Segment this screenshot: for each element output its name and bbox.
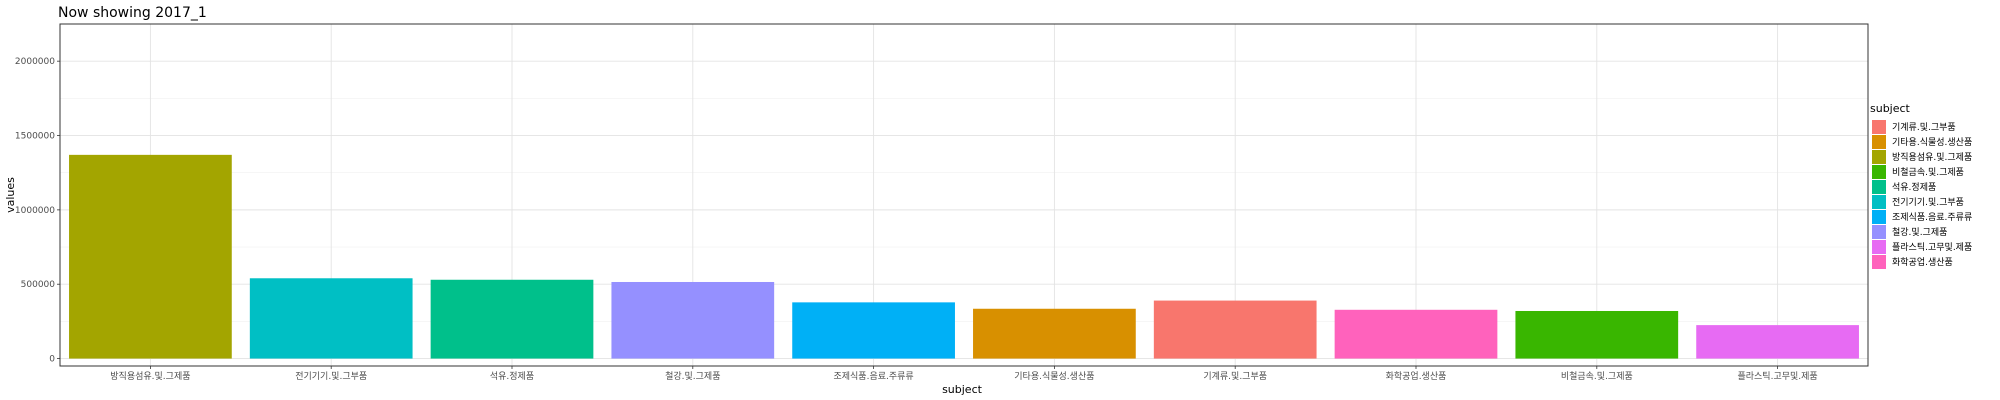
legend-swatch (1872, 165, 1886, 179)
y-tick-label: 0 (49, 355, 55, 365)
x-tick-label: 전기기기.및.그부품 (295, 370, 367, 382)
x-tick-label: 화학공업.생산품 (1386, 371, 1447, 382)
y-axis-title: values (4, 177, 17, 213)
legend-label: 화학공업.생산품 (1892, 257, 1953, 268)
panel-border (59, 23, 1869, 367)
legend-label: 석유.정제품 (1892, 182, 1936, 193)
y-tick-label: 2000000 (15, 57, 55, 67)
y-tick-label: 1000000 (15, 206, 55, 216)
legend: subject 기계류.및.그부품기타용.식물성.생산품방직용섬유.및.그제품비… (1870, 102, 1972, 269)
legend-label: 조제식품.음료.주류류 (1892, 212, 1972, 223)
legend-swatch (1872, 210, 1886, 224)
y-tick-label: 500000 (21, 280, 56, 290)
bar (611, 281, 775, 359)
x-tick-label: 방직용섬유.및.그제품 (110, 370, 190, 382)
bar (249, 278, 413, 359)
legend-title: subject (1870, 102, 1911, 115)
bar (1334, 309, 1498, 359)
legend-label: 플라스틱.고무및.제품 (1892, 241, 1972, 253)
legend-swatch (1872, 255, 1886, 269)
y-tick-labels: 0 500000 1000000 1500000 2000000 (15, 57, 60, 365)
bar (1515, 310, 1679, 359)
bars-group (69, 154, 1859, 359)
legend-swatch (1872, 150, 1886, 164)
legend-label: 기계류.및.그부품 (1892, 121, 1956, 133)
y-tick-label: 1500000 (15, 132, 55, 142)
legend-swatch (1872, 195, 1886, 209)
bar (69, 154, 232, 359)
x-tick-labels: 방직용섬유.및.그제품 전기기기.및.그부품 석유.정제품 철강.및.그제품 조제식품.… (110, 366, 1818, 382)
legend-label: 전기기기.및.그부품 (1892, 196, 1964, 208)
chart-title: Now showing 2017_1 (58, 5, 207, 21)
bar (1153, 300, 1317, 359)
legend-swatch (1872, 120, 1886, 134)
legend-label: 기타용.식물성.생산품 (1892, 137, 1972, 148)
x-tick-label: 비철금속.및.그제품 (1561, 370, 1633, 382)
bar (973, 308, 1136, 359)
x-tick-label: 석유.정제품 (490, 371, 534, 382)
legend-swatch (1872, 225, 1886, 239)
x-tick-label: 플라스틱.고무및.제품 (1737, 370, 1817, 382)
bar (430, 279, 594, 359)
x-tick-label: 조제식품.음료.주류류 (833, 371, 913, 382)
x-tick-label: 철강.및.그제품 (665, 370, 720, 382)
legend-label: 철강.및.그제품 (1892, 226, 1947, 238)
legend-swatch (1872, 240, 1886, 254)
bar (1696, 325, 1859, 359)
x-axis-title: subject (942, 383, 983, 396)
x-tick-label: 기계류.및.그부품 (1203, 370, 1267, 382)
legend-label: 방직용섬유.및.그제품 (1892, 151, 1972, 163)
legend-label: 비철금속.및.그제품 (1892, 166, 1964, 178)
x-tick-label: 기타용.식물성.생산품 (1014, 371, 1094, 382)
legend-swatch (1872, 135, 1886, 149)
legend-swatch (1872, 180, 1886, 194)
bar (792, 302, 955, 359)
